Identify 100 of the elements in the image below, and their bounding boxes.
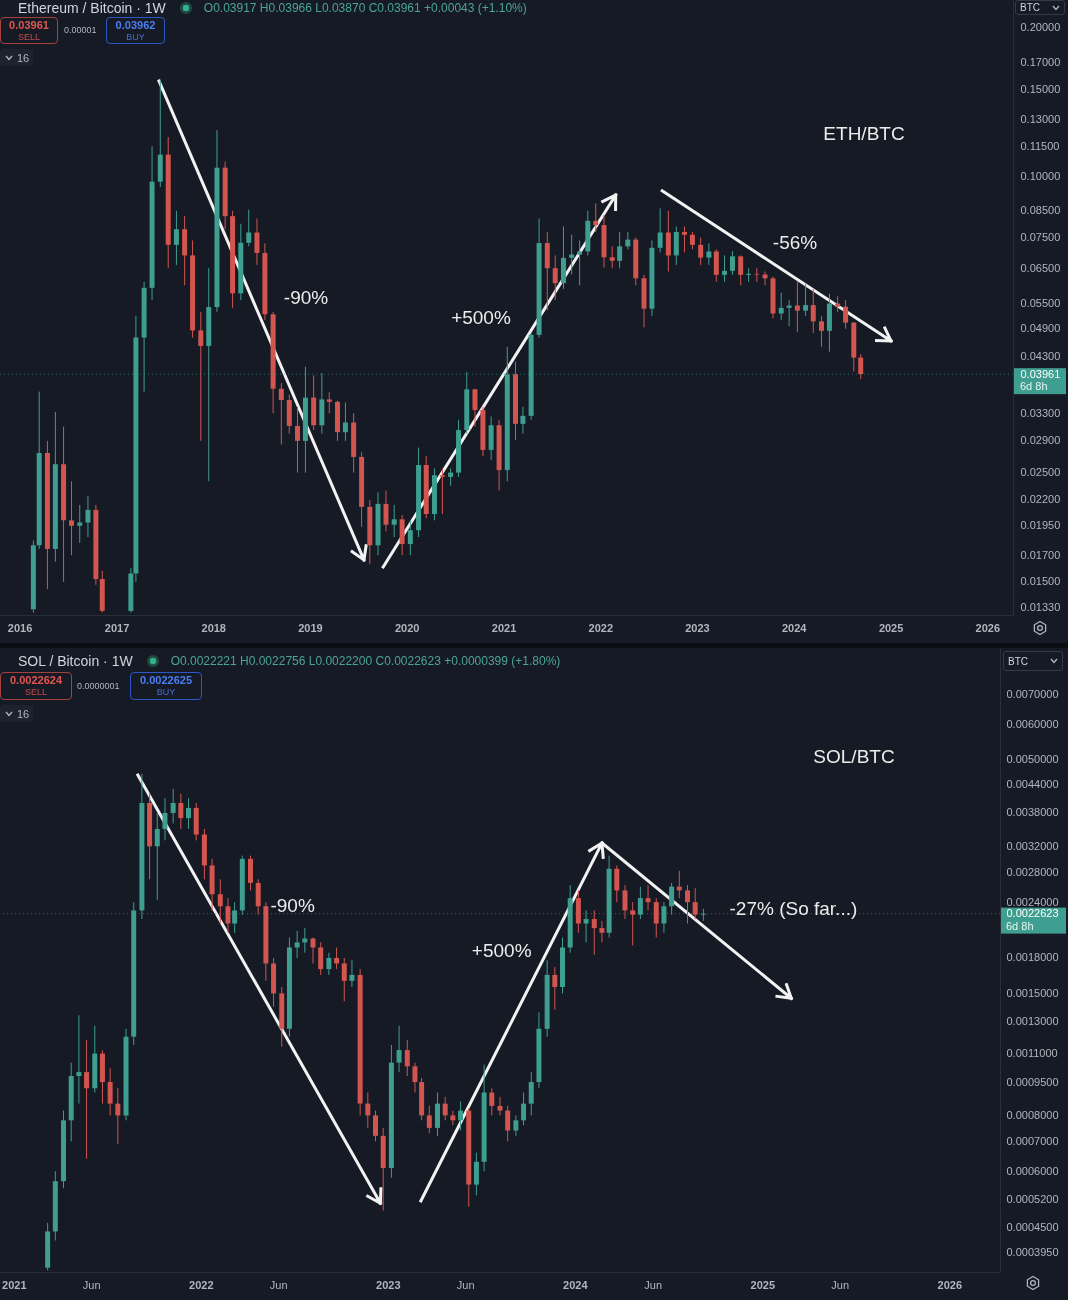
y-tick-label: 0.01700 xyxy=(1020,548,1061,561)
y-tick-label: 0.0015000 xyxy=(1006,986,1059,999)
candlestick xyxy=(458,1100,464,1132)
candlestick xyxy=(722,254,728,283)
y-tick-label: 0.06500 xyxy=(1020,261,1061,274)
candlestick xyxy=(609,245,615,269)
y-tick-label: 0.01330 xyxy=(1020,601,1061,614)
candlestick xyxy=(661,901,667,934)
candlestick xyxy=(170,788,176,824)
x-tick-label: 2023 xyxy=(685,621,710,634)
candlestick xyxy=(439,467,445,515)
y-tick-label: 0.0009500 xyxy=(1006,1075,1059,1088)
candlestick xyxy=(738,254,744,286)
candlestick xyxy=(232,901,238,934)
x-tick-label: Jun xyxy=(456,1278,475,1291)
candlestick xyxy=(349,959,355,988)
x-tick-label: 2024 xyxy=(563,1278,589,1291)
y-tick-label: 0.01500 xyxy=(1020,575,1061,588)
candlestick xyxy=(294,406,300,474)
candlestick xyxy=(614,864,620,903)
candlestick xyxy=(107,1067,113,1116)
candlestick xyxy=(77,504,83,544)
x-tick-label: 2026 xyxy=(975,621,1001,634)
annotation: 0.0000001 xyxy=(77,681,120,692)
annotation: SELL xyxy=(24,687,48,697)
y-tick-label: 0.0022623 xyxy=(1006,907,1059,920)
annotation: -56% xyxy=(772,231,818,253)
y-tick-label: 0.0003950 xyxy=(1006,1245,1059,1258)
candlestick xyxy=(186,797,192,830)
annotation: 0.03962 xyxy=(114,19,157,32)
currency-dropdown: BTC xyxy=(1015,0,1065,15)
currency-dropdown: BTC xyxy=(1003,651,1063,671)
toggle-button: 16 xyxy=(0,705,33,722)
y-tick-label: 0.0005200 xyxy=(1006,1192,1059,1205)
candlestick xyxy=(577,239,583,286)
candlestick xyxy=(665,210,671,273)
candlestick xyxy=(162,797,168,841)
candlestick xyxy=(383,489,389,532)
y-tick-label: 0.0018000 xyxy=(1006,951,1059,964)
x-tick-label: 2021 xyxy=(2,1278,27,1291)
candlestick xyxy=(706,242,712,266)
candlestick xyxy=(173,210,179,266)
annotation: SOL/BTC xyxy=(813,746,895,768)
x-tick-label: 2017 xyxy=(104,621,130,634)
candlestick xyxy=(342,401,348,442)
x-tick-label: 2022 xyxy=(588,621,614,634)
candlestick xyxy=(254,218,260,266)
sell-button: 0.0022624 SELL xyxy=(0,672,72,700)
candlestick xyxy=(450,1110,456,1126)
candlestick xyxy=(497,1096,503,1116)
annotation: 0.03961 xyxy=(8,19,50,32)
y-tick-label: 0.0028000 xyxy=(1006,865,1059,878)
y-tick-label: 0.04300 xyxy=(1020,350,1061,363)
y-tick-label: 0.0060000 xyxy=(1006,717,1059,730)
candlestick xyxy=(341,957,347,1002)
x-tick-label: Jun xyxy=(82,1278,101,1291)
candlestick xyxy=(657,207,663,253)
x-tick-label: 2018 xyxy=(201,621,226,634)
ref-line-label: 6d 8h xyxy=(1020,380,1048,393)
x-tick-label: 2024 xyxy=(781,621,808,634)
candlestick xyxy=(685,884,690,925)
x-tick-label: 2019 xyxy=(298,621,323,634)
y-tick-label: 0.03961 xyxy=(1020,367,1061,380)
candlestick xyxy=(326,391,332,414)
candlestick xyxy=(552,254,558,301)
candlestick xyxy=(154,812,160,901)
candlestick xyxy=(396,1025,402,1073)
candlestick xyxy=(407,519,413,556)
annotation: BUY xyxy=(155,687,177,697)
annotation: -27% (So far...) xyxy=(729,898,858,920)
y-tick-label: 0.20000 xyxy=(1020,21,1061,34)
y-tick-label: 0.05500 xyxy=(1020,297,1061,310)
x-tick-label: 2025 xyxy=(878,621,904,634)
candlestick xyxy=(698,237,704,266)
candlestick xyxy=(630,901,636,946)
annotation: 16 xyxy=(17,707,30,720)
buy-button: 0.03962 BUY xyxy=(106,17,165,44)
candlestick xyxy=(318,941,324,976)
candlestick xyxy=(246,209,252,247)
candlestick xyxy=(810,288,816,334)
y-tick-label: 0.0032000 xyxy=(1006,839,1059,852)
candlestick xyxy=(669,882,675,916)
candlestick xyxy=(412,1062,418,1094)
candlestick xyxy=(442,1096,448,1121)
x-tick-label: 2021 xyxy=(491,621,517,634)
annotation: +500% xyxy=(451,307,511,329)
candlestick xyxy=(794,280,800,333)
candlestick xyxy=(528,1071,534,1116)
candlestick xyxy=(217,878,223,925)
y-tick-label: 0.0006000 xyxy=(1006,1164,1059,1177)
annotation: ETH/BTC xyxy=(823,123,905,145)
candlestick xyxy=(552,966,558,1011)
y-tick-label: 0.0024000 xyxy=(1006,895,1059,908)
y-tick-label: 0.0050000 xyxy=(1006,753,1059,766)
y-tick-label: 0.08500 xyxy=(1020,204,1061,217)
candlestick xyxy=(583,909,589,943)
candlestick xyxy=(713,248,719,283)
text: O0.0022221 H0.0022756 L0.0022200 C0.0022623 +0.0000399 (+1.80%) xyxy=(170,654,561,668)
candlestick xyxy=(115,1087,121,1145)
annotation: 0.00001 xyxy=(64,25,97,36)
